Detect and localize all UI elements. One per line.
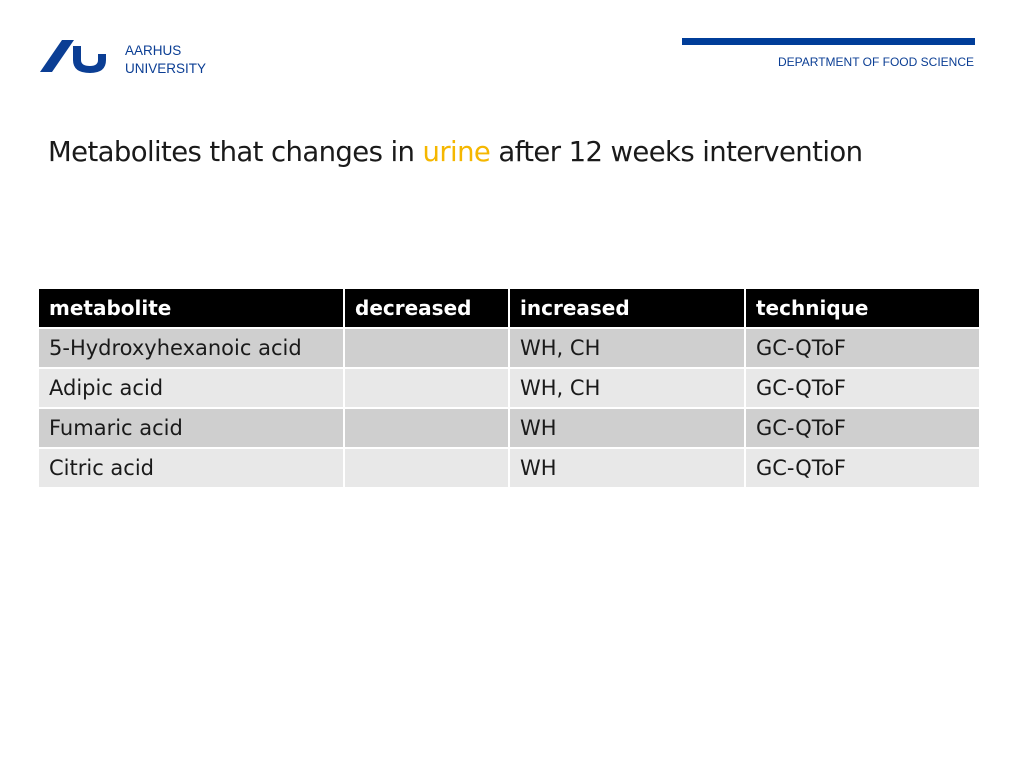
table-row: Citric acid WH GC-QToF <box>37 447 981 489</box>
title-suffix: after 12 weeks intervention <box>490 136 863 168</box>
university-line2: UNIVERSITY <box>125 61 207 76</box>
cell-technique: GC-QToF <box>744 327 981 369</box>
cell-technique: GC-QToF <box>744 447 981 489</box>
cell-increased: WH <box>508 447 746 489</box>
table-row: 5-Hydroxyhexanoic acid WH, CH GC-QToF <box>37 327 981 369</box>
header-accent-bar <box>682 38 975 45</box>
aarhus-university-logo-icon <box>40 38 110 80</box>
table-row: Adipic acid WH, CH GC-QToF <box>37 367 981 409</box>
department-name: DEPARTMENT OF FOOD SCIENCE <box>777 55 974 69</box>
cell-decreased <box>343 447 510 489</box>
header-metabolite: metabolite <box>37 287 345 329</box>
cell-decreased <box>343 327 510 369</box>
cell-technique: GC-QToF <box>744 367 981 409</box>
cell-metabolite: Adipic acid <box>37 367 345 409</box>
cell-decreased <box>343 367 510 409</box>
title-highlight: urine <box>422 136 491 168</box>
cell-increased: WH <box>508 407 746 449</box>
cell-increased: WH, CH <box>508 367 746 409</box>
header-increased: increased <box>508 287 746 329</box>
cell-metabolite: Fumaric acid <box>37 407 345 449</box>
metabolite-table: metabolite decreased increased technique… <box>37 287 981 489</box>
cell-metabolite: Citric acid <box>37 447 345 489</box>
table-header-row: metabolite decreased increased technique <box>37 287 981 329</box>
page-title: Metabolites that changes in urine after … <box>48 136 1008 168</box>
title-prefix: Metabolites that changes in <box>48 136 423 168</box>
cell-increased: WH, CH <box>508 327 746 369</box>
table-row: Fumaric acid WH GC-QToF <box>37 407 981 449</box>
cell-decreased <box>343 407 510 449</box>
university-line1: AARHUS <box>125 43 182 58</box>
cell-technique: GC-QToF <box>744 407 981 449</box>
header-decreased: decreased <box>343 287 510 329</box>
cell-metabolite: 5-Hydroxyhexanoic acid <box>37 327 345 369</box>
university-name: AARHUS UNIVERSITY <box>125 42 206 78</box>
header-technique: technique <box>744 287 981 329</box>
